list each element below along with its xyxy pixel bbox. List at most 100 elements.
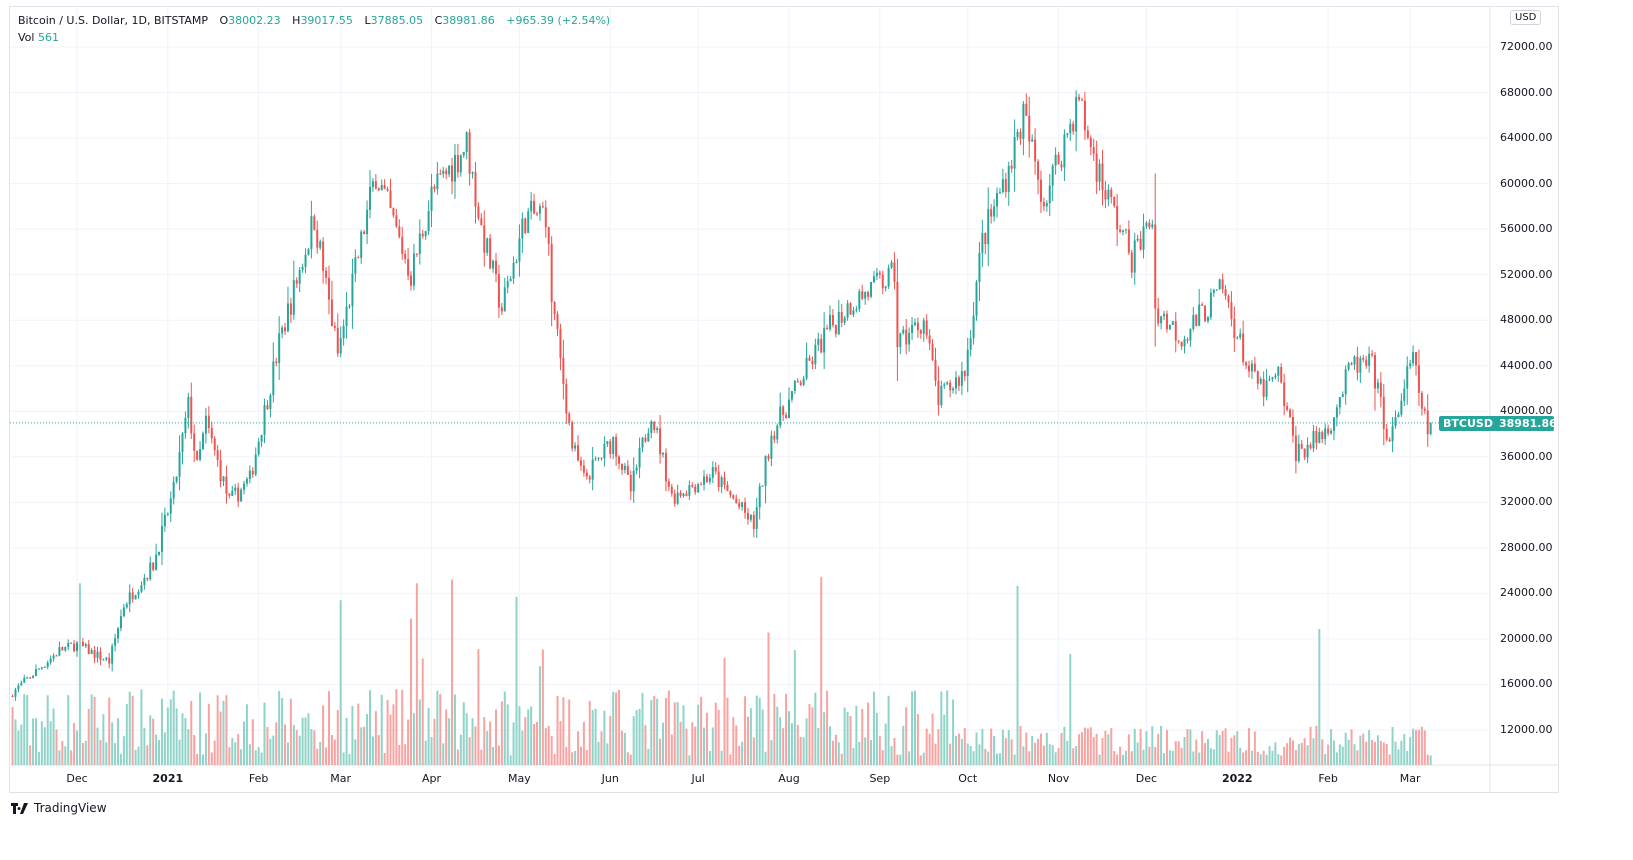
- candle-down[interactable]: [1089, 137, 1092, 148]
- candle-up[interactable]: [1215, 289, 1218, 291]
- candle-down[interactable]: [1262, 378, 1265, 397]
- candle-down[interactable]: [867, 292, 870, 297]
- candle-down[interactable]: [73, 643, 76, 652]
- candle-up[interactable]: [158, 551, 161, 555]
- candle-up[interactable]: [1048, 185, 1051, 204]
- candle-up[interactable]: [969, 338, 972, 350]
- candle-down[interactable]: [565, 383, 568, 414]
- candle-up[interactable]: [348, 306, 351, 308]
- candle-up[interactable]: [1338, 396, 1341, 408]
- candle-down[interactable]: [266, 405, 269, 410]
- candle-up[interactable]: [503, 287, 506, 312]
- candle-up[interactable]: [486, 238, 489, 253]
- candle-down[interactable]: [1078, 97, 1081, 100]
- candle-up[interactable]: [509, 278, 512, 282]
- candle-down[interactable]: [1253, 363, 1256, 372]
- candle-down[interactable]: [93, 650, 96, 658]
- candle-up[interactable]: [339, 338, 342, 354]
- candle-up[interactable]: [1069, 123, 1072, 134]
- candle-up[interactable]: [855, 309, 858, 311]
- candle-down[interactable]: [1417, 365, 1420, 393]
- candle-up[interactable]: [307, 249, 310, 255]
- candle-down[interactable]: [497, 273, 500, 308]
- candle-up[interactable]: [102, 659, 105, 661]
- candle-down[interactable]: [284, 327, 287, 332]
- candle-down[interactable]: [1025, 103, 1028, 116]
- candle-down[interactable]: [207, 415, 210, 428]
- candle-up[interactable]: [591, 459, 594, 480]
- candle-up[interactable]: [908, 332, 911, 345]
- candle-up[interactable]: [412, 253, 415, 286]
- candle-up[interactable]: [884, 286, 887, 289]
- candle-up[interactable]: [1142, 226, 1145, 250]
- candle-down[interactable]: [615, 436, 618, 457]
- candle-up[interactable]: [49, 658, 52, 663]
- candle-up[interactable]: [40, 667, 43, 669]
- candle-up[interactable]: [823, 327, 826, 353]
- candle-up[interactable]: [1239, 333, 1242, 338]
- candle-down[interactable]: [1227, 295, 1230, 303]
- candle-up[interactable]: [254, 454, 257, 475]
- candle-up[interactable]: [418, 233, 421, 254]
- candle-up[interactable]: [1376, 382, 1379, 389]
- candle-up[interactable]: [574, 445, 577, 449]
- candle-up[interactable]: [749, 514, 752, 520]
- candle-up[interactable]: [281, 327, 284, 334]
- candle-up[interactable]: [688, 485, 691, 496]
- candle-up[interactable]: [527, 211, 530, 234]
- candle-up[interactable]: [703, 476, 706, 485]
- candle-up[interactable]: [1051, 165, 1054, 186]
- candle-up[interactable]: [1324, 428, 1327, 439]
- candle-down[interactable]: [1283, 382, 1286, 407]
- candle-down[interactable]: [275, 361, 278, 363]
- candle-up[interactable]: [67, 642, 70, 647]
- candle-down[interactable]: [392, 208, 395, 216]
- candle-up[interactable]: [342, 325, 345, 339]
- candle-up[interactable]: [623, 465, 626, 470]
- candle-down[interactable]: [415, 253, 418, 255]
- candle-down[interactable]: [228, 493, 231, 496]
- candle-up[interactable]: [14, 689, 17, 697]
- candle-up[interactable]: [708, 477, 711, 482]
- candle-down[interactable]: [29, 677, 32, 679]
- candle-up[interactable]: [790, 391, 793, 400]
- candle-down[interactable]: [579, 460, 582, 466]
- candle-down[interactable]: [1086, 130, 1089, 138]
- candle-down[interactable]: [1315, 431, 1318, 443]
- candle-up[interactable]: [292, 280, 295, 315]
- candle-down[interactable]: [1060, 164, 1063, 168]
- candle-down[interactable]: [524, 218, 527, 234]
- candle-up[interactable]: [52, 655, 55, 659]
- candle-down[interactable]: [216, 450, 219, 461]
- candle-up[interactable]: [1406, 366, 1409, 389]
- candle-down[interactable]: [896, 281, 899, 347]
- candle-down[interactable]: [330, 299, 333, 326]
- candle-down[interactable]: [694, 486, 697, 493]
- candle-up[interactable]: [240, 489, 243, 502]
- candle-up[interactable]: [1274, 375, 1277, 378]
- candle-down[interactable]: [146, 577, 149, 580]
- candle-up[interactable]: [817, 338, 820, 345]
- candle-down[interactable]: [732, 495, 735, 499]
- candle-up[interactable]: [199, 449, 202, 460]
- candle-down[interactable]: [744, 502, 747, 513]
- candle-up[interactable]: [720, 477, 723, 488]
- candle-down[interactable]: [483, 225, 486, 253]
- candle-down[interactable]: [61, 647, 64, 651]
- candle-up[interactable]: [1206, 317, 1209, 322]
- candle-down[interactable]: [1119, 229, 1122, 232]
- candle-up[interactable]: [662, 452, 664, 455]
- candle-down[interactable]: [796, 381, 799, 383]
- candle-down[interactable]: [468, 132, 471, 174]
- candle-down[interactable]: [735, 498, 738, 503]
- candle-down[interactable]: [588, 476, 591, 480]
- candle-up[interactable]: [1344, 369, 1347, 395]
- candle-up[interactable]: [1312, 431, 1315, 449]
- candle-up[interactable]: [1133, 240, 1136, 273]
- candle-down[interactable]: [556, 314, 559, 329]
- candle-down[interactable]: [1095, 153, 1098, 182]
- candle-up[interactable]: [134, 595, 137, 600]
- candle-down[interactable]: [799, 382, 802, 385]
- candle-down[interactable]: [1365, 359, 1368, 366]
- candle-down[interactable]: [11, 695, 14, 697]
